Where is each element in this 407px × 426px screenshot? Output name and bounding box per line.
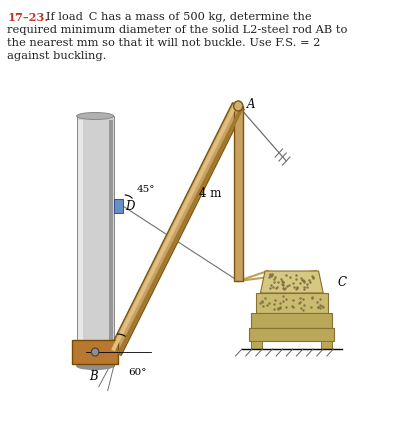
Circle shape [234,101,243,111]
Text: required minimum diameter of the solid L2-steel rod AB to: required minimum diameter of the solid L… [7,25,348,35]
Text: 60°: 60° [128,368,147,377]
Polygon shape [110,103,244,355]
Circle shape [92,348,99,356]
Polygon shape [72,340,118,364]
Text: C: C [337,276,346,288]
Polygon shape [251,341,262,349]
Text: against buckling.: against buckling. [7,51,107,61]
Polygon shape [256,293,328,313]
Polygon shape [322,341,333,349]
Polygon shape [260,271,323,293]
Ellipse shape [77,112,114,120]
Polygon shape [234,106,243,281]
Text: the nearest mm so that it will not buckle. Use F.S. = 2: the nearest mm so that it will not buckl… [7,38,321,48]
Polygon shape [117,107,243,355]
Text: A: A [247,98,255,112]
Text: D: D [126,201,135,213]
Text: B: B [89,370,98,383]
Text: If load  C has a mass of 500 kg, determine the: If load C has a mass of 500 kg, determin… [46,12,312,22]
Polygon shape [109,120,113,362]
Text: 45°: 45° [137,185,155,194]
Polygon shape [114,199,123,213]
Polygon shape [77,116,114,366]
Polygon shape [111,104,237,351]
Polygon shape [79,120,83,362]
Polygon shape [249,328,334,341]
Text: 4 m: 4 m [199,187,222,200]
Polygon shape [251,313,333,328]
Text: 17–23.: 17–23. [7,12,49,23]
Ellipse shape [77,363,114,369]
